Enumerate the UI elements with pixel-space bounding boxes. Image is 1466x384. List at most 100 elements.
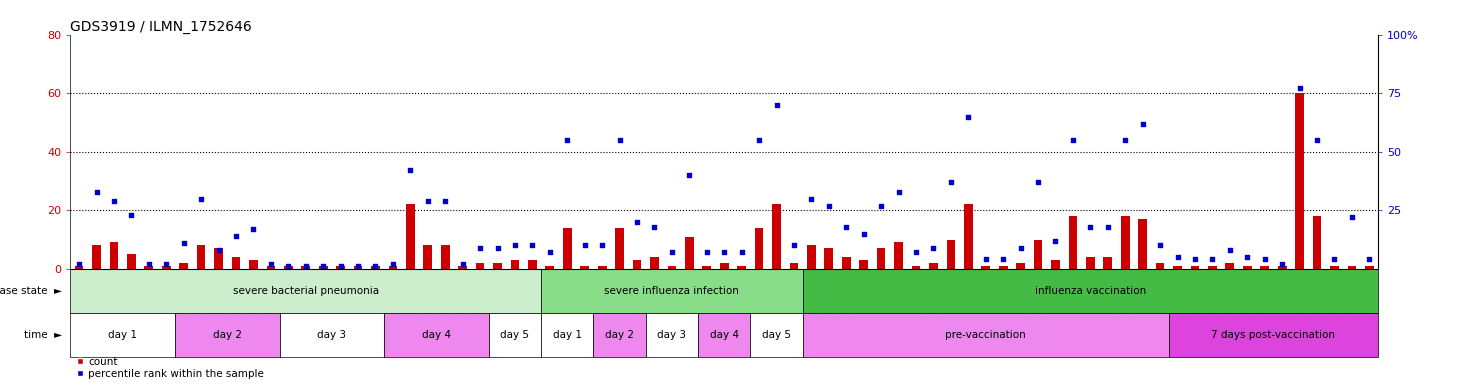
Text: day 5: day 5 [762,330,792,340]
Point [712,249,736,255]
Bar [145,266,152,269]
Point [677,172,701,178]
Legend: count, percentile rank within the sample: count, percentile rank within the sample [76,357,264,379]
Bar [161,266,170,269]
Bar [280,313,384,357]
Point [1358,257,1381,263]
Bar [541,269,803,313]
Text: day 3: day 3 [318,330,346,340]
Bar [998,266,1007,269]
Point [154,261,177,267]
Text: day 3: day 3 [657,330,686,340]
Bar [75,266,84,269]
Point [242,226,265,232]
Bar [965,204,972,269]
Bar [1365,266,1374,269]
Bar [179,263,188,269]
Text: 7 days post-vaccination: 7 days post-vaccination [1211,330,1336,340]
Bar [751,313,803,357]
Bar [1086,257,1095,269]
Point [730,249,754,255]
Bar [1069,216,1078,269]
Bar [70,269,541,313]
Bar [388,266,397,269]
Point [660,249,683,255]
Text: pre-vaccination: pre-vaccination [946,330,1026,340]
Bar [459,266,468,269]
Point [1340,214,1363,220]
Text: day 1: day 1 [553,330,582,340]
Bar [1138,219,1146,269]
Point [1201,257,1224,263]
Point [922,245,946,251]
Bar [803,269,1378,313]
Point [1183,257,1207,263]
Point [1287,85,1311,91]
Bar [806,245,815,269]
Bar [581,266,589,269]
Bar [545,266,554,269]
Bar [912,266,921,269]
Point [973,257,997,263]
Point [1114,137,1138,143]
Bar [633,260,642,269]
Bar [929,263,938,269]
Bar [371,266,380,269]
Bar [1173,266,1182,269]
Bar [1208,266,1217,269]
Point [503,242,526,248]
Point [991,257,1014,263]
Bar [214,248,223,269]
Point [817,202,840,209]
Bar [318,266,327,269]
Bar [476,263,484,269]
Bar [1190,266,1199,269]
Point [207,247,230,253]
Point [905,249,928,255]
Bar [755,228,764,269]
Bar [841,257,850,269]
Bar [1104,257,1113,269]
Point [189,195,213,202]
Bar [284,266,293,269]
Text: day 4: day 4 [710,330,739,340]
Bar [110,242,119,269]
Text: severe bacterial pneumonia: severe bacterial pneumonia [233,286,378,296]
Point [520,242,544,248]
Bar [698,313,751,357]
Text: day 4: day 4 [422,330,452,340]
Bar [174,313,280,357]
Bar [773,204,781,269]
Point [642,223,666,230]
Text: severe influenza infection: severe influenza infection [604,286,739,296]
Bar [441,245,450,269]
Point [626,219,649,225]
Bar [302,266,311,269]
Bar [877,248,885,269]
Point [434,198,457,204]
Bar [616,228,625,269]
Bar [685,237,693,269]
Bar [1347,266,1356,269]
Point [295,263,318,270]
Text: day 2: day 2 [213,330,242,340]
Point [416,198,440,204]
Bar [353,266,362,269]
Bar [1243,266,1252,269]
Bar [336,266,345,269]
Bar [667,266,676,269]
Bar [92,245,101,269]
Point [381,261,405,267]
Point [1009,245,1032,251]
Point [1130,121,1154,127]
Point [468,245,491,251]
Point [591,242,614,248]
Bar [803,313,1168,357]
Point [311,263,334,270]
Point [556,137,579,143]
Point [1322,257,1346,263]
Point [277,263,301,270]
Point [799,195,822,202]
Point [1026,179,1050,185]
Bar [541,313,594,357]
